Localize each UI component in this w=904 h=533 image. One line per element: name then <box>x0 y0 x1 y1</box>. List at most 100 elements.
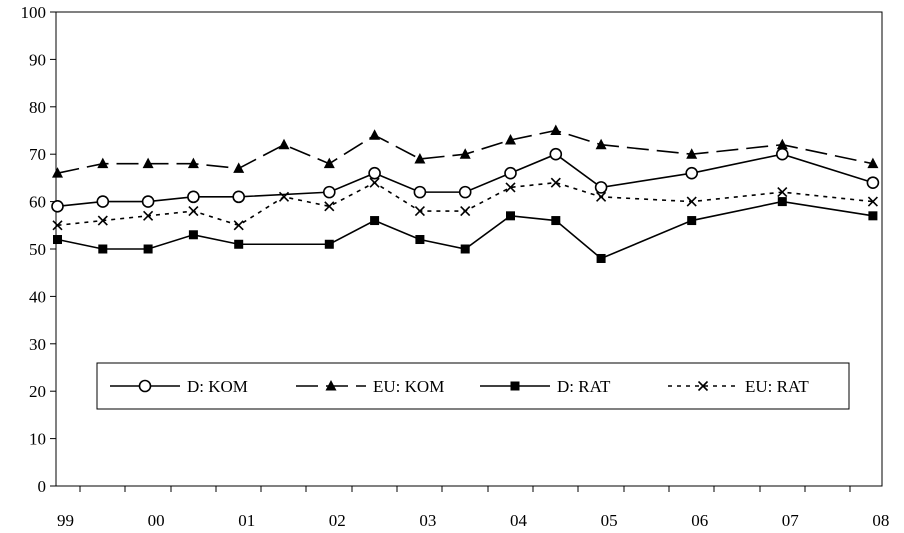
x-tick-label: 08 <box>872 511 889 530</box>
data-point <box>370 216 380 226</box>
data-point <box>143 210 154 221</box>
data-point <box>687 216 697 226</box>
data-point <box>414 152 426 164</box>
x-tick-label: 02 <box>329 511 346 530</box>
legend: D: KOM EU: KOM D: RAT EU: RAT <box>96 362 850 410</box>
data-point <box>143 244 153 254</box>
data-point <box>686 196 697 207</box>
data-point <box>187 157 199 169</box>
data-point <box>52 167 63 178</box>
x-tick-label: 00 <box>148 511 165 530</box>
data-point <box>368 166 381 180</box>
data-point <box>53 235 62 245</box>
legend-entry-d-kom: D: KOM <box>110 377 248 396</box>
y-tick-label: 30 <box>29 335 46 354</box>
x-tick-label: 01 <box>238 511 255 530</box>
data-point <box>324 201 335 212</box>
data-point <box>460 244 470 254</box>
data-point <box>369 177 380 188</box>
data-point <box>415 235 425 245</box>
data-point <box>278 138 290 150</box>
data-point <box>551 216 561 226</box>
series-d-kom <box>51 147 880 213</box>
data-point <box>550 124 562 135</box>
data-point <box>369 129 381 140</box>
data-point <box>549 147 563 161</box>
data-point <box>188 206 199 217</box>
axes: 0 10 20 30 40 50 60 70 80 90 100 99 00 01 02 03 04 05 06 07… <box>21 3 890 530</box>
data-point <box>776 138 788 150</box>
data-point <box>142 157 154 169</box>
data-point <box>777 197 787 207</box>
legend-label: D: RAT <box>557 377 611 396</box>
data-point <box>322 185 336 199</box>
data-point <box>324 239 334 249</box>
series-eu-kom <box>52 124 879 178</box>
data-point <box>323 157 335 169</box>
data-point <box>459 148 471 159</box>
legend-marker <box>697 380 709 392</box>
data-point <box>458 185 472 199</box>
data-point <box>866 176 880 189</box>
series-line-d-kom <box>57 153 874 208</box>
data-point <box>594 181 608 194</box>
y-tick-label: 50 <box>29 240 46 259</box>
data-point <box>506 211 515 221</box>
data-point <box>233 162 245 173</box>
data-point <box>51 200 64 213</box>
data-point <box>505 182 516 193</box>
legend-marker <box>325 380 337 391</box>
data-point <box>52 220 63 231</box>
data-point <box>233 220 244 231</box>
legend-marker <box>138 379 152 393</box>
series-layer <box>51 124 880 263</box>
data-point <box>97 157 109 169</box>
x-tick-label: 07 <box>782 511 800 530</box>
x-tick-label: 06 <box>691 511 708 530</box>
data-point <box>596 253 606 263</box>
y-tick-label: 10 <box>29 430 46 449</box>
data-point <box>505 133 516 145</box>
data-point <box>188 230 198 240</box>
data-point <box>97 215 108 226</box>
legend-marker <box>510 381 520 391</box>
legend-entry-eu-kom: EU: KOM <box>296 377 444 396</box>
series-eu-rat <box>52 177 878 231</box>
data-point <box>775 147 789 161</box>
data-point <box>414 206 425 217</box>
data-point <box>595 138 607 150</box>
series-d-rat <box>53 197 878 263</box>
y-tick-label: 100 <box>21 3 47 22</box>
data-point <box>141 195 155 208</box>
data-point <box>278 191 290 202</box>
y-tick-label: 20 <box>29 382 46 401</box>
data-point <box>504 166 517 180</box>
series-line-eu-kom <box>57 129 874 174</box>
y-tick-label: 0 <box>38 477 47 496</box>
y-tick-label: 90 <box>29 50 46 69</box>
data-point <box>98 244 108 254</box>
legend-entry-d-rat: D: RAT <box>480 377 611 396</box>
data-point <box>460 206 471 217</box>
data-point <box>686 148 698 159</box>
data-point <box>96 195 110 208</box>
data-point <box>596 191 607 202</box>
data-point <box>550 177 561 188</box>
x-tick-label: 99 <box>57 511 74 530</box>
legend-label: EU: KOM <box>373 377 444 396</box>
data-point <box>777 187 788 198</box>
y-tick-label: 70 <box>29 145 46 164</box>
data-point <box>413 185 427 199</box>
legend-label: EU: RAT <box>745 377 809 396</box>
data-point <box>685 166 699 180</box>
legend-label: D: KOM <box>187 377 248 396</box>
x-tick-label: 05 <box>601 511 618 530</box>
y-tick-label: 40 <box>29 287 46 306</box>
data-point <box>232 190 245 204</box>
data-point <box>868 211 878 221</box>
x-tick-label: 03 <box>419 511 436 530</box>
x-tick-label: 04 <box>510 511 528 530</box>
series-line-eu-rat <box>57 181 873 227</box>
legend-entry-eu-rat: EU: RAT <box>668 377 809 396</box>
